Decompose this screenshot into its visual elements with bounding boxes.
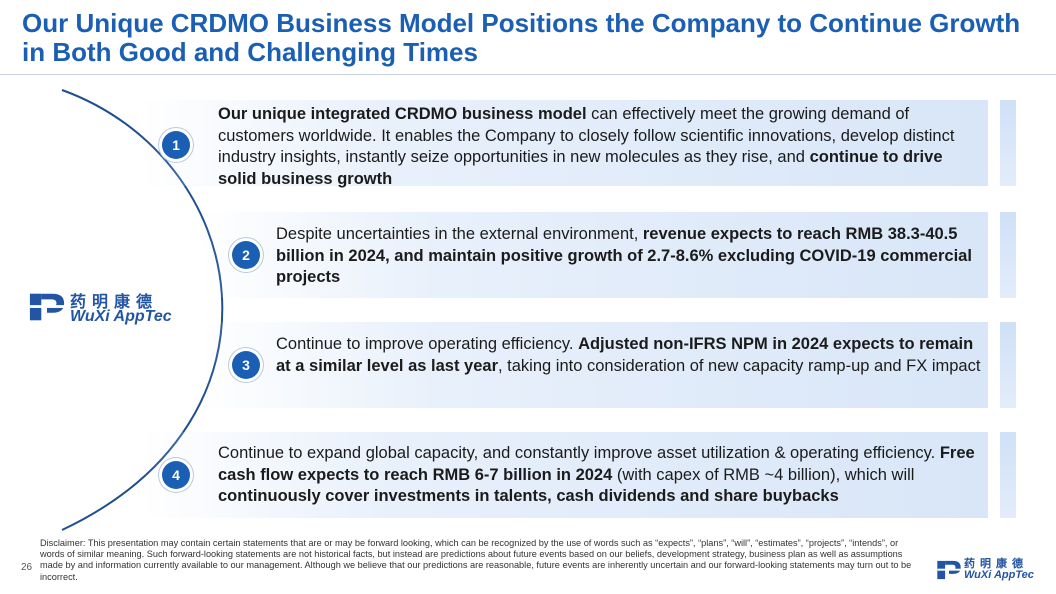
point-3-number: 3: [232, 351, 260, 379]
footer-logo-mark-icon: [937, 560, 961, 580]
band-2-edge: [1000, 212, 1016, 298]
band-3-edge: [1000, 322, 1016, 408]
disclaimer-text: Disclaimer: This presentation may contai…: [40, 538, 912, 582]
band-3: [200, 322, 988, 408]
footer-logo-chinese-name: 药明康德: [964, 557, 1028, 570]
footer-logo-english-name: WuXi AppTec: [964, 569, 1034, 581]
band-4: [140, 432, 988, 518]
point-1-number: 1: [162, 131, 190, 159]
band-2: [200, 212, 988, 298]
logo-english-name: WuXi AppTec: [70, 308, 172, 325]
title-line-1: Our Unique CRDMO Business Model Position…: [22, 8, 1021, 38]
page-title: Our Unique CRDMO Business Model Position…: [22, 9, 1042, 67]
logo-mark-icon: [29, 293, 65, 321]
title-divider: [0, 74, 1056, 75]
logo-chinese-name: 药明康德: [70, 292, 159, 311]
page-number: 26: [21, 562, 33, 573]
point-1-text: Our unique integrated CRDMO business mod…: [218, 105, 955, 188]
point-3-text: Continue to improve operating efficiency…: [276, 335, 981, 375]
band-4-edge: [1000, 432, 1016, 518]
point-2-text: Despite uncertainties in the external en…: [276, 225, 972, 286]
band-1: [140, 100, 988, 186]
point-2-number: 2: [232, 241, 260, 269]
point-4-number: 4: [162, 461, 190, 489]
footer-logo: 药明康德 WuXi AppTec: [936, 557, 1048, 587]
title-line-2: in Both Good and Challenging Times: [22, 37, 478, 67]
band-1-edge: [1000, 100, 1016, 186]
point-4-text: Continue to expand global capacity, and …: [218, 444, 975, 505]
wuxi-apptec-logo: 药明康德 WuXi AppTec: [28, 288, 188, 332]
